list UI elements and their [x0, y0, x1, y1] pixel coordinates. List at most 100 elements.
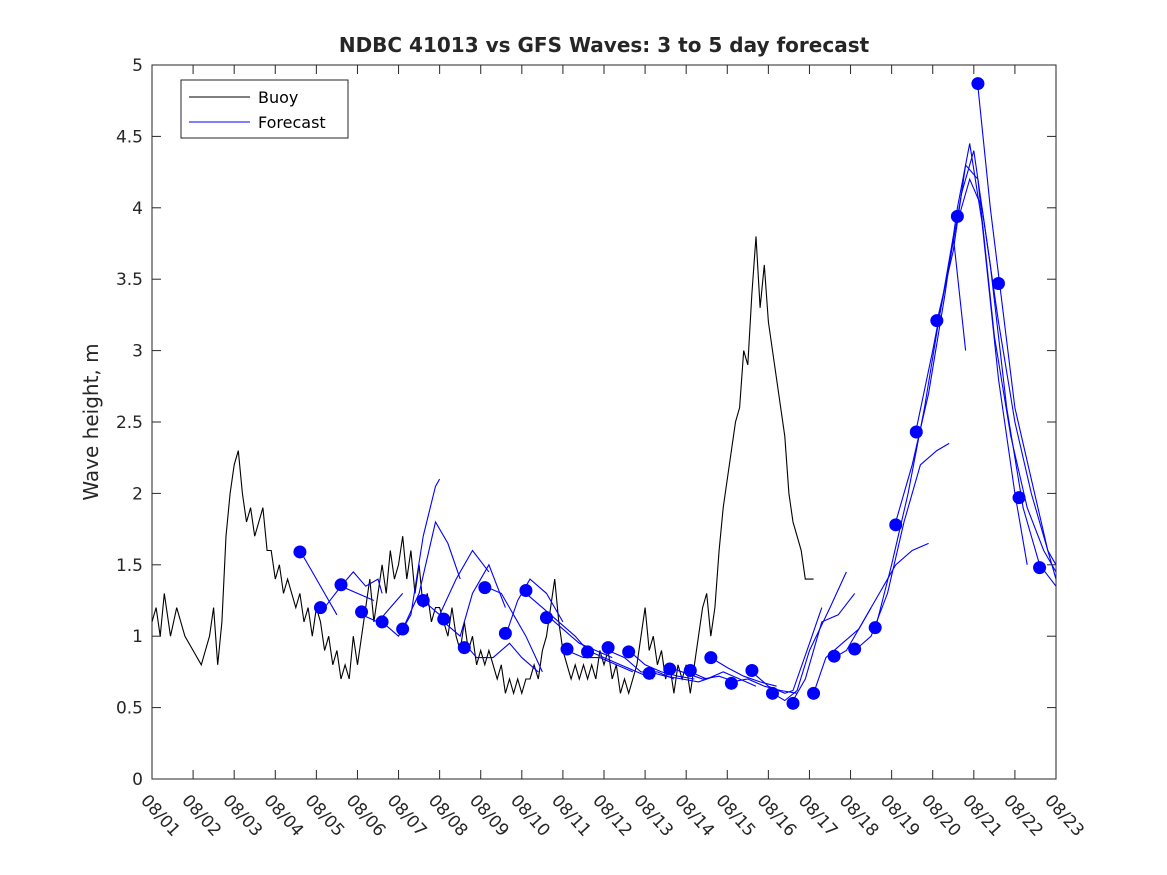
- forecast-series-line: [525, 592, 589, 651]
- x-tick-label: 08/08: [424, 791, 472, 841]
- x-tick-label: 08/18: [835, 791, 883, 841]
- forecast-series-line: [710, 657, 777, 687]
- forecast-series-line: [361, 593, 404, 623]
- x-tick-label: 08/12: [588, 791, 636, 841]
- x-tick-label: 08/10: [506, 791, 554, 841]
- forecast-series-line: [324, 585, 375, 608]
- y-tick-label: 2.5: [116, 413, 143, 433]
- x-tick-label: 08/16: [753, 791, 801, 841]
- forecast-series-line: [402, 520, 461, 630]
- forecast-series-line: [504, 578, 564, 637]
- forecast-series-line: [546, 614, 613, 659]
- y-tick-label: 4: [132, 199, 143, 219]
- y-tick-label: 3.5: [116, 270, 143, 290]
- x-tick-label: 08/11: [547, 791, 595, 841]
- legend-box: [180, 79, 349, 139]
- forecast-point: [889, 518, 903, 532]
- forecast-point: [519, 584, 533, 598]
- forecast-point: [868, 621, 882, 635]
- x-tick-label: 08/22: [999, 791, 1047, 841]
- x-tick-label: 08/13: [629, 791, 677, 841]
- forecast-point: [848, 642, 862, 656]
- forecast-point: [478, 581, 492, 595]
- y-tick-label: 1.5: [116, 556, 143, 576]
- forecast-series-line: [299, 550, 338, 616]
- forecast-series-line: [956, 177, 1057, 580]
- forecast-series-line: [772, 571, 847, 702]
- axes-box: [151, 64, 1057, 780]
- forecast-series-line: [463, 642, 539, 673]
- x-tick-label: 08/06: [342, 791, 390, 841]
- forecast-point: [416, 594, 430, 607]
- forecast-point: [991, 276, 1005, 290]
- forecast-point: [642, 666, 656, 680]
- forecast-point: [971, 77, 985, 91]
- forecast-point: [375, 615, 389, 629]
- y-tick-label: 3: [132, 342, 143, 362]
- x-tick-label: 08/20: [917, 791, 965, 841]
- x-tick-label: 08/01: [136, 791, 184, 841]
- x-tick-label: 08/23: [1040, 791, 1088, 841]
- forecast-point: [437, 612, 451, 626]
- forecast-point: [663, 662, 677, 676]
- x-tick-label: 08/09: [465, 791, 513, 841]
- forecast-series-line: [422, 549, 490, 616]
- forecast-point: [683, 663, 697, 677]
- forecast-point: [313, 601, 327, 615]
- x-tick-label: 08/14: [670, 791, 718, 841]
- forecast-series-line: [792, 593, 856, 701]
- forecast-point: [724, 676, 738, 690]
- forecast-series-line: [607, 649, 675, 680]
- forecast-point: [765, 686, 779, 700]
- forecast-point: [560, 642, 574, 656]
- forecast-point: [950, 209, 964, 223]
- forecast-point: [930, 314, 944, 328]
- x-tick-label: 08/21: [958, 791, 1006, 841]
- forecast-point: [1033, 561, 1047, 575]
- legend: Buoy Forecast: [180, 79, 349, 139]
- legend-forecast-label: Forecast: [258, 113, 326, 132]
- forecast-point: [1012, 491, 1026, 505]
- forecast-point: [704, 651, 718, 665]
- forecast-point: [745, 663, 759, 677]
- forecast-series-line: [813, 607, 872, 694]
- forecast-point: [457, 641, 471, 655]
- x-tick-label: 08/15: [712, 791, 760, 841]
- forecast-point: [334, 578, 348, 592]
- forecast-point: [786, 696, 800, 710]
- y-tick-label: 2: [132, 484, 143, 504]
- forecast-point: [539, 611, 553, 625]
- y-tick-label: 1: [132, 627, 143, 647]
- forecast-series-line: [751, 607, 823, 694]
- forecast-series-line: [669, 667, 736, 683]
- forecast-series-line: [915, 150, 1057, 587]
- y-tick-label: 4.5: [116, 127, 143, 147]
- x-tick-label: 08/17: [794, 791, 842, 841]
- x-tick-label: 08/02: [177, 791, 225, 841]
- forecast-series-line: [977, 86, 1057, 566]
- forecast-point: [293, 545, 307, 559]
- x-tick-label: 08/19: [876, 791, 924, 841]
- chart-title: NDBC 41013 vs GFS Waves: 3 to 5 day fore…: [339, 33, 870, 57]
- y-tick-label: 0.5: [116, 699, 143, 719]
- forecast-series-line: [833, 542, 929, 659]
- x-tick-label: 08/03: [218, 791, 266, 841]
- legend-buoy-label: Buoy: [258, 88, 298, 107]
- forecast-point: [622, 645, 636, 659]
- y-tick-label: 5: [132, 56, 143, 76]
- buoy-series-line: [151, 236, 814, 696]
- forecast-series-line: [566, 649, 634, 673]
- forecast-point: [355, 605, 369, 619]
- forecast-series-line: [690, 671, 757, 687]
- forecast-series-line: [649, 671, 716, 683]
- forecast-point: [909, 425, 923, 439]
- y-axis-label: Wave height, m: [79, 343, 103, 500]
- forecast-series-line: [443, 563, 506, 638]
- forecast-series-line: [628, 650, 695, 680]
- forecast-point: [807, 686, 821, 700]
- forecast-series-line: [854, 442, 950, 651]
- y-tick-label: 0: [132, 770, 143, 790]
- forecast-series-line: [381, 478, 441, 638]
